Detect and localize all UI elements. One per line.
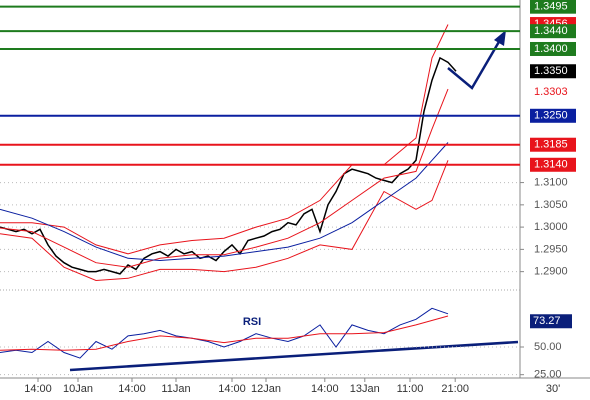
x-tick-label: 14:00 [24, 383, 52, 395]
series-line [0, 160, 449, 282]
level-box [530, 0, 576, 14]
level-box [530, 137, 576, 152]
level-box [530, 64, 576, 79]
level-box [530, 108, 576, 123]
y-tick-label: 1.2900 [534, 266, 568, 278]
forecast-arrow [447, 39, 502, 90]
rsi-trendline [69, 340, 519, 372]
arrow-head [494, 30, 506, 46]
level-label: 1.3400 [534, 43, 568, 55]
x-tick-label: 10Jan [63, 383, 93, 395]
series-line [0, 307, 449, 359]
x-tick-label: 21:00 [441, 383, 469, 395]
y-tick-label: 25.00 [534, 369, 562, 381]
x-tick-label: 13Jan [350, 383, 380, 395]
level-box [530, 24, 576, 39]
y-tick-label: 1.3100 [534, 176, 568, 188]
level-label: 1.3303 [534, 86, 568, 98]
series-line [0, 88, 449, 268]
x-tick-label: 12Jan [251, 383, 281, 395]
level-label: 1.3495 [534, 1, 568, 13]
x-tick-label: 11:00 [397, 383, 424, 395]
y-tick-label: 1.3050 [534, 199, 568, 211]
level-box [530, 41, 576, 56]
y-tick-label: 50.00 [534, 341, 562, 353]
rsi-value-box [530, 314, 572, 329]
level-box [530, 157, 576, 172]
series-line [0, 24, 449, 255]
x-tick-label: 14:00 [311, 383, 339, 395]
level-label: 1.3185 [534, 139, 568, 151]
level-label: 1.3350 [534, 65, 568, 77]
level-label: 1.3140 [534, 159, 568, 171]
x-tick-label: 14:00 [218, 383, 246, 395]
series-line [0, 56, 457, 275]
rsi-title: RSI [243, 316, 261, 328]
x-tick-label: 14:00 [118, 383, 146, 395]
rsi-value-label: 73.27 [533, 315, 561, 327]
level-label: 1.3440 [534, 25, 568, 37]
x-tick-label: 11Jan [161, 383, 190, 395]
series-line [0, 315, 449, 351]
series-line [0, 142, 449, 262]
y-tick-label: 1.3000 [534, 221, 568, 233]
level-label: 1.3250 [534, 110, 568, 122]
timeframe-label: 30' [546, 383, 560, 395]
y-tick-label: 1.2950 [534, 243, 568, 255]
